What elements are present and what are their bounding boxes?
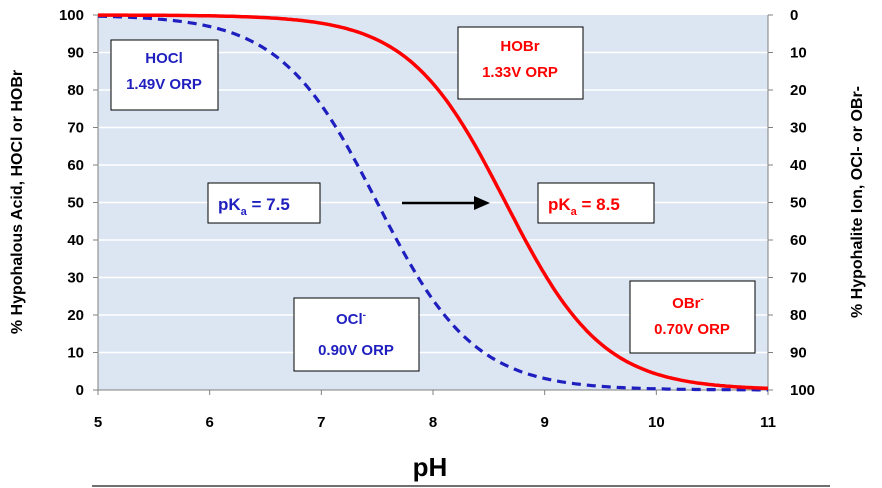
y-tick-label-left: 80 — [67, 82, 84, 99]
y-tick-label-left: 20 — [67, 307, 84, 324]
hobr-orp: 1.33V ORP — [482, 64, 558, 81]
series-line-hobr — [98, 13, 769, 391]
obr-orp: 0.70V ORP — [654, 321, 730, 338]
y-tick-label-right: 20 — [790, 82, 807, 99]
y-tick-label-right: 50 — [790, 195, 807, 212]
x-axis-title: pH — [413, 452, 448, 482]
series-group — [97, 13, 769, 392]
y-tick-label-right: 40 — [790, 157, 807, 174]
hocl-annotation: HOCl 1.49V ORP — [110, 39, 219, 111]
y-tick-label-left: 40 — [67, 232, 84, 249]
obr-name: OBr- — [672, 294, 704, 312]
x-tick-label: 9 — [540, 414, 548, 431]
y-tick-label-right: 0 — [790, 7, 798, 24]
ocl-name: OCl- — [336, 310, 366, 328]
pka-chlorine-box: pKa = 7.5 — [207, 182, 321, 224]
y-tick-label-right: 90 — [790, 345, 807, 362]
hobr-annotation: HOBr 1.33V ORP — [457, 26, 584, 100]
x-tick-label: 6 — [205, 414, 213, 431]
pka-chlorine-label: pKa = 7.5 — [218, 195, 290, 218]
series-line-hocl — [97, 14, 768, 392]
ocl-orp: 0.90V ORP — [318, 342, 394, 359]
y-tick-label-right: 70 — [790, 270, 807, 287]
y-tick-label-left: 90 — [67, 45, 84, 62]
y-tick-label-right: 30 — [790, 120, 807, 137]
x-tick-label: 11 — [760, 414, 776, 431]
x-tick-label: 8 — [429, 414, 437, 431]
y-tick-label-left: 60 — [67, 157, 84, 174]
hobr-name: HOBr — [500, 38, 539, 55]
y-tick-label-left: 0 — [76, 382, 84, 399]
left-axis-title: % Hypohalous Acid, HOCl or HOBr — [9, 70, 26, 334]
y-tick-label-right: 100 — [790, 382, 815, 399]
ocl-annotation: OCl- 0.90V ORP — [293, 297, 420, 372]
pka-bromine-label: pKa = 8.5 — [548, 195, 620, 218]
hocl-orp: 1.49V ORP — [126, 76, 202, 93]
y-tick-label-left: 30 — [67, 270, 84, 287]
y-tick-label-right: 80 — [790, 307, 807, 324]
pka-shift-arrow — [402, 196, 490, 210]
tick-marks — [93, 14, 773, 395]
hocl-name: HOCl — [145, 50, 183, 67]
right-axis-title: % Hypohalite Ion, OCl- or OBr- — [849, 86, 866, 318]
pka-bromine-box: pKa = 8.5 — [537, 182, 655, 224]
y-tick-label-left: 50 — [67, 195, 84, 212]
x-tick-label: 10 — [648, 414, 665, 431]
y-tick-label-right: 10 — [790, 45, 807, 62]
x-tick-label: 7 — [317, 414, 325, 431]
x-tick-label: 5 — [94, 414, 102, 431]
y-tick-label-left: 10 — [67, 345, 84, 362]
obr-annotation: OBr- 0.70V ORP — [629, 280, 756, 354]
y-tick-label-right: 60 — [790, 232, 807, 249]
tick-labels: 0102030405060708090100100908070605040302… — [59, 7, 815, 431]
y-tick-label-left: 70 — [67, 120, 84, 137]
y-tick-label-left: 100 — [59, 7, 84, 24]
